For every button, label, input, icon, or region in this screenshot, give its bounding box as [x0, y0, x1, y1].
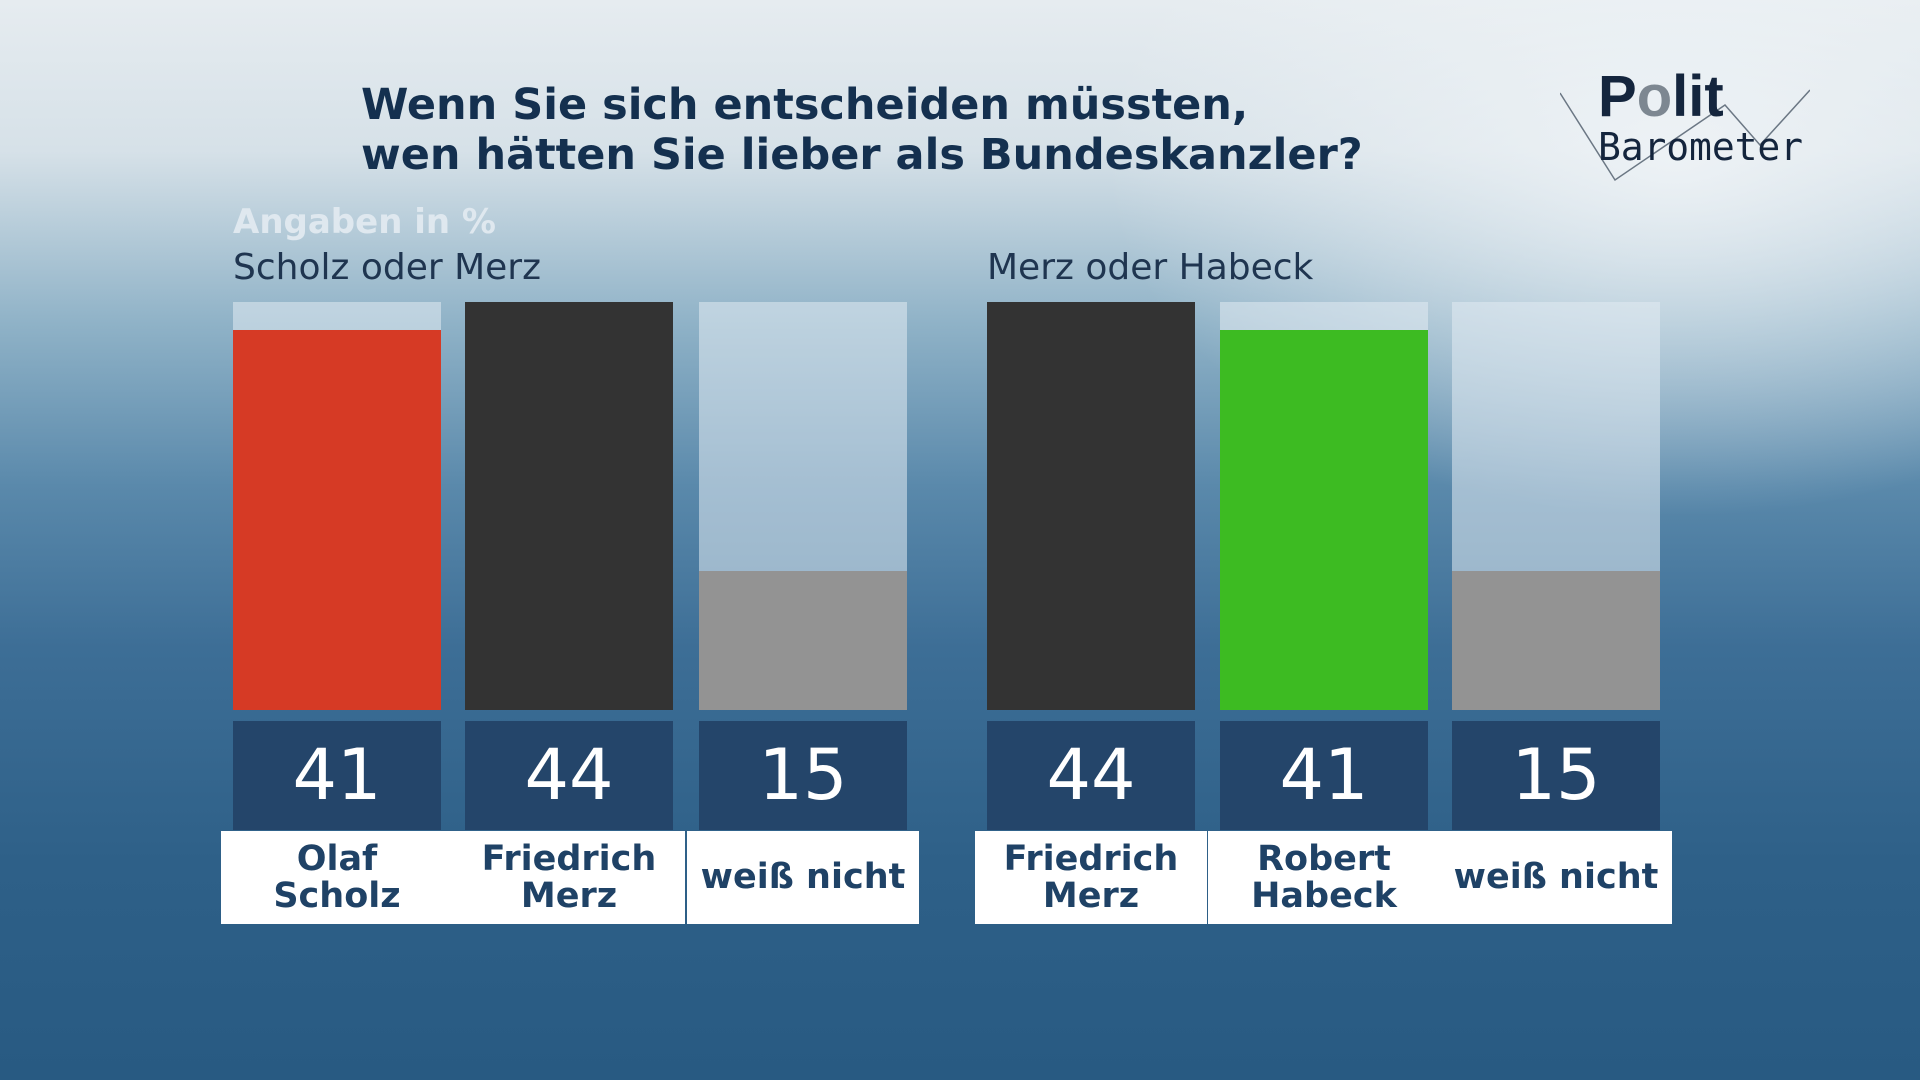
group-title-1: Scholz oder Merz — [233, 247, 542, 288]
title-line-2: wen hätten Sie lieber als Bundeskanzler? — [361, 130, 1363, 180]
svg-text:Barometer: Barometer — [1598, 125, 1803, 169]
chart-title: Wenn Sie sich entscheiden müssten, wen h… — [361, 80, 1363, 180]
category-label: weiß nicht — [1440, 831, 1672, 924]
value-label: 15 — [1452, 721, 1660, 830]
bar — [1452, 570, 1660, 710]
value-label: 44 — [465, 721, 673, 830]
svg-text:Polit: Polit — [1598, 70, 1724, 129]
bar — [699, 570, 907, 710]
unit-label: Angaben in % — [233, 202, 497, 242]
category-label: Friedrich Merz — [453, 831, 685, 924]
value-label: 15 — [699, 721, 907, 830]
value-label: 41 — [233, 721, 441, 830]
value-label: 41 — [1220, 721, 1428, 830]
bar — [987, 302, 1195, 710]
category-label: Friedrich Merz — [975, 831, 1207, 924]
politbarometer-logo: Polit Barometer — [1560, 70, 1810, 182]
value-label: 44 — [987, 721, 1195, 830]
bar — [233, 329, 441, 710]
category-label: Robert Habeck — [1208, 831, 1440, 924]
category-label: weiß nicht — [687, 831, 919, 924]
category-label: Olaf Scholz — [221, 831, 453, 924]
group-title-2: Merz oder Habeck — [987, 247, 1314, 288]
title-line-1: Wenn Sie sich entscheiden müssten, — [361, 80, 1249, 130]
bar — [465, 302, 673, 710]
bar — [1220, 329, 1428, 710]
